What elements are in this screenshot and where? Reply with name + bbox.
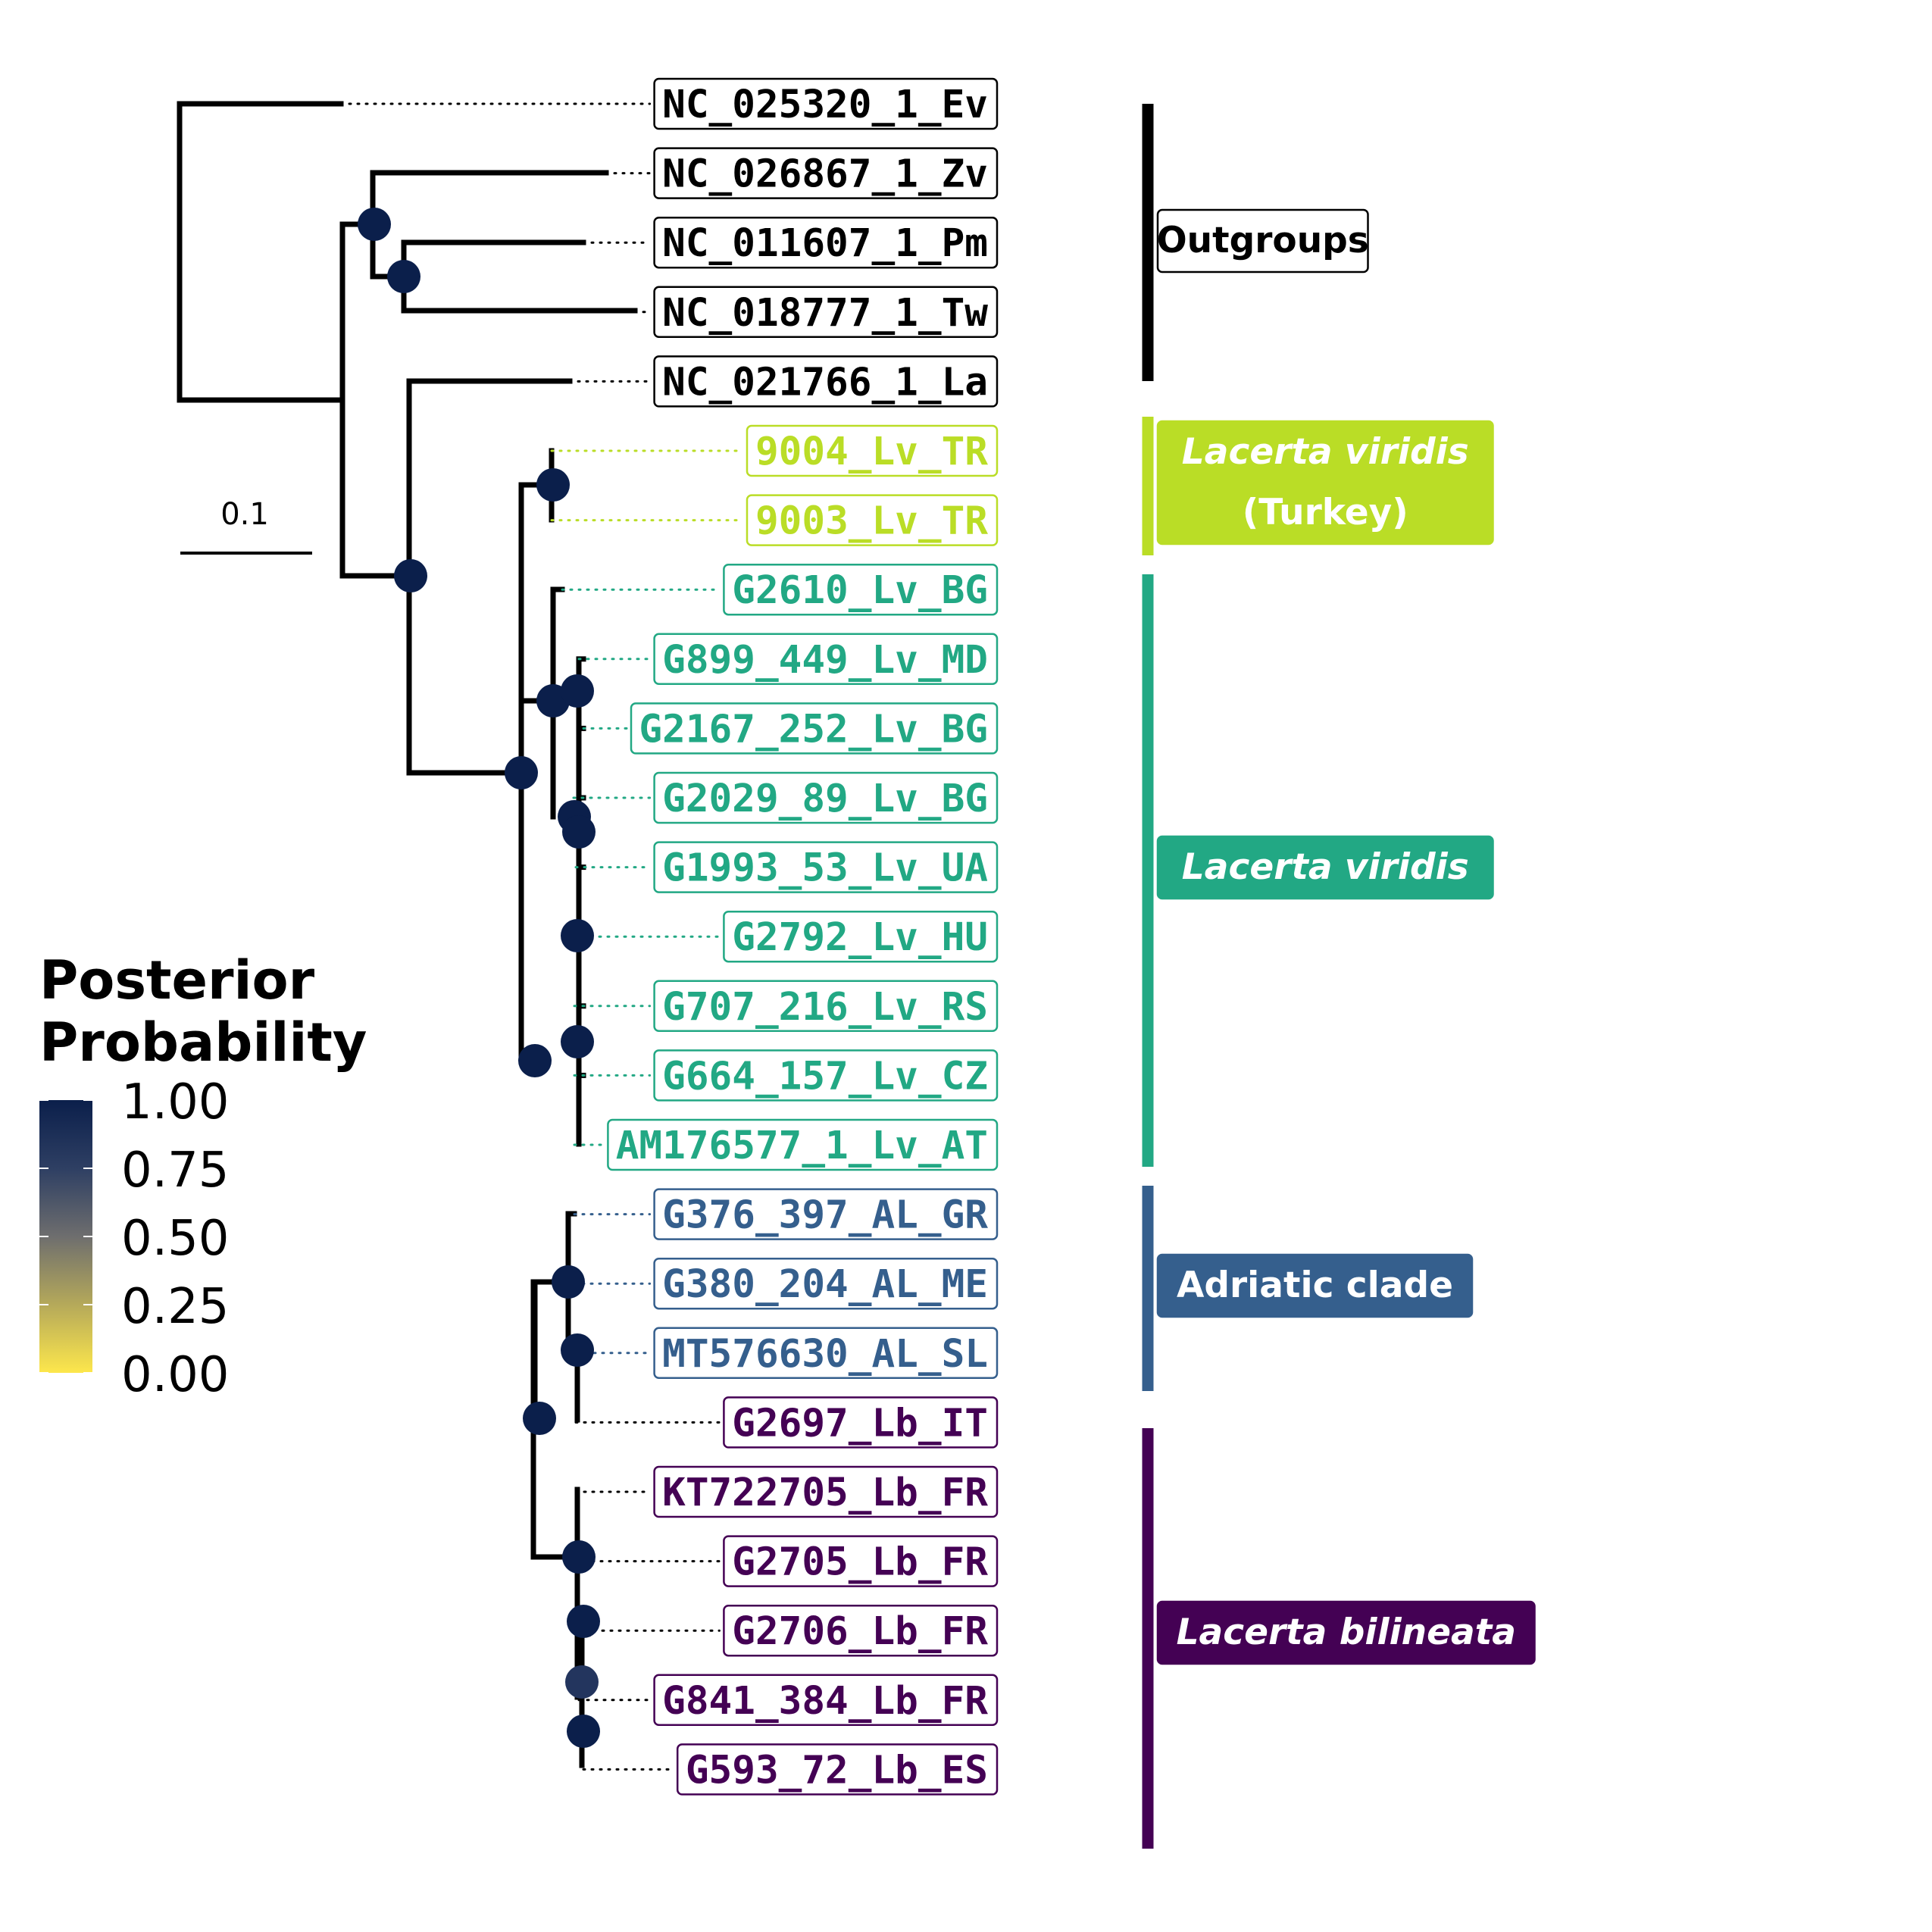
tip-label: NC_011607_1_Pm <box>662 221 988 266</box>
tip-label: G841_384_Lb_FR <box>662 1679 988 1724</box>
legend-tick-label: 0.25 <box>121 1279 230 1335</box>
tip-label: G2610_Lv_BG <box>732 568 988 613</box>
posterior-node-dot <box>562 815 596 849</box>
tip-label-box <box>723 1604 999 1657</box>
tip-label-box <box>653 841 999 893</box>
tip-label: NC_025320_1_Ev <box>662 83 988 127</box>
tip-label-box <box>653 1049 999 1102</box>
posterior-node-dot <box>505 756 538 789</box>
posterior-node-dot <box>518 1044 552 1077</box>
scale-bar: 0.1 <box>180 497 312 555</box>
clade-label-box <box>1156 208 1369 274</box>
tip-leader-lines <box>339 102 744 1771</box>
tip-label: G664_157_Lv_CZ <box>662 1054 988 1099</box>
clade-label-box <box>1156 1600 1536 1665</box>
tip-label: G2167_252_Lv_BG <box>639 707 988 752</box>
posterior-node-dot <box>561 1333 594 1367</box>
legend-ticks: 1.00 0.75 0.50 0.25 0.00 <box>39 1074 230 1403</box>
tip-label: AM176577_1_Lv_AT <box>616 1124 988 1168</box>
tip-label: 9004_Lv_TR <box>755 430 988 474</box>
posterior-node-dot <box>561 1025 594 1058</box>
clade-label-box <box>1156 835 1494 900</box>
tip-label-box <box>676 1743 999 1796</box>
tip-label: 9003_Lv_TR <box>755 499 988 544</box>
tip-label: G380_204_AL_ME <box>662 1262 988 1307</box>
tip-label-box <box>653 1257 999 1310</box>
tip-label: G1993_53_Lv_UA <box>662 846 988 891</box>
tip-label-box <box>723 563 999 616</box>
scale-bar-label: 0.1 <box>220 497 269 532</box>
clade-label-box <box>1156 1253 1474 1318</box>
tip-label-box <box>653 1188 999 1240</box>
tip-label-box <box>607 1118 999 1171</box>
clade-label-turkey: (Turkey) <box>1243 492 1408 533</box>
tip-label-box <box>653 771 999 824</box>
tip-label: G593_72_Lb_ES <box>686 1748 988 1793</box>
legend-tick-label: 0.50 <box>121 1211 230 1267</box>
tip-label: KT722705_Lb_FR <box>662 1471 988 1515</box>
legend-tick-label: 0.00 <box>121 1347 230 1403</box>
tip-label-box <box>723 910 999 963</box>
tip-label: G2697_Lb_IT <box>732 1401 988 1446</box>
posterior-node-dot <box>536 468 570 502</box>
tip-label-box <box>653 633 999 686</box>
tip-label: G2705_Lb_FR <box>732 1540 988 1585</box>
clade-label-outgroups: Outgroups <box>1157 220 1369 261</box>
tip-label-box <box>653 286 999 339</box>
legend-title-line-2: Probability <box>39 1011 367 1074</box>
tip-label: G2792_Lv_HU <box>732 915 988 960</box>
posterior-node-dot <box>552 1265 585 1299</box>
posterior-node-dot <box>567 1715 600 1748</box>
posterior-node-dot <box>561 919 594 952</box>
legend-tick-label: 0.75 <box>121 1143 230 1199</box>
tip-label-box <box>723 1535 999 1587</box>
clade-label-adriatic: Adriatic clade <box>1177 1265 1453 1306</box>
legend-tick-label: 1.00 <box>121 1074 230 1130</box>
legend-title-line-1: Posterior <box>39 949 315 1011</box>
tip-label-box <box>723 1396 999 1449</box>
tip-label-box <box>653 1465 999 1518</box>
clade-label-bilineata: Lacerta bilineata <box>1177 1612 1516 1653</box>
posterior-node-dots <box>358 208 600 1748</box>
tip-label: NC_026867_1_Zv <box>662 152 988 197</box>
tip-label-box <box>653 980 999 1033</box>
tip-label: G2029_89_Lv_BG <box>662 777 988 821</box>
tip-label-box <box>653 77 999 130</box>
clade-bars: Outgroups Lacerta viridis (Turkey) Lacerta … <box>1142 104 1536 1849</box>
tip-label-box <box>653 355 999 408</box>
posterior-node-dot <box>565 1665 599 1699</box>
posterior-node-dot <box>523 1402 556 1435</box>
posterior-node-dot <box>387 260 420 293</box>
tip-label-box <box>653 1674 999 1727</box>
tip-label-box <box>653 1327 999 1380</box>
tip-label: G2706_Lb_FR <box>732 1609 988 1654</box>
clade-label-turkey: Lacerta viridis <box>1182 431 1469 473</box>
tip-label-box <box>746 494 999 546</box>
posterior-node-dot <box>562 1540 596 1574</box>
posterior-node-dot <box>358 208 391 241</box>
tip-label: G899_449_Lv_MD <box>662 638 988 683</box>
posterior-node-dot <box>394 559 427 592</box>
clade-label-viridis: Lacerta viridis <box>1182 846 1469 888</box>
tip-label: G707_216_Lv_RS <box>662 985 988 1030</box>
posterior-node-dot <box>567 1605 600 1638</box>
tip-label-box <box>653 147 999 199</box>
tip-label: G376_397_AL_GR <box>662 1193 988 1238</box>
posterior-node-dot <box>561 674 594 708</box>
tip-label: NC_018777_1_Tw <box>662 291 988 336</box>
tip-label-box <box>630 702 999 755</box>
tip-label: NC_021766_1_La <box>662 360 988 405</box>
clade-label-box <box>1156 420 1494 546</box>
tip-label-box <box>653 216 999 269</box>
tip-label: MT576630_AL_SL <box>662 1332 988 1377</box>
posterior-legend: Posterior Probability 1.00 0.75 0.50 0.25 0.… <box>39 949 367 1403</box>
tip-label-box <box>746 424 999 477</box>
tip-labels: NC_025320_1_Ev NC_026867_1_Zv NC_011607_1_… <box>607 77 999 1796</box>
